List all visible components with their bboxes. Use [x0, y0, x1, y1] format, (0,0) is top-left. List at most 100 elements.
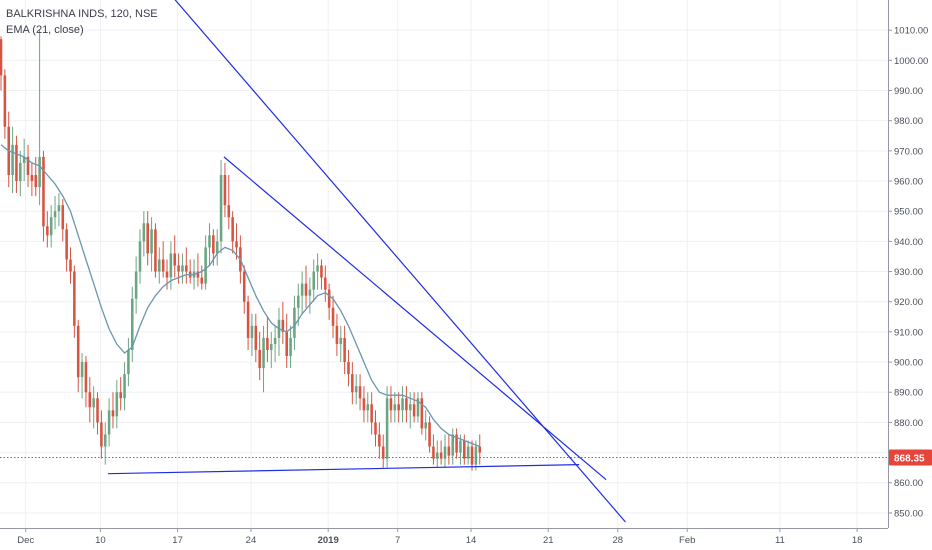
candle-body[interactable]	[258, 349, 261, 369]
candle-body[interactable]	[227, 205, 231, 218]
candle-body[interactable]	[185, 265, 188, 272]
candle-body[interactable]	[455, 434, 458, 453]
candle-body[interactable]	[119, 392, 122, 399]
candle-body[interactable]	[405, 398, 408, 411]
candle-body[interactable]	[324, 277, 327, 290]
candle-body[interactable]	[49, 217, 53, 236]
candle-body[interactable]	[362, 398, 366, 411]
candle-body[interactable]	[439, 452, 443, 459]
candle-body[interactable]	[316, 265, 319, 272]
candle-body[interactable]	[420, 398, 424, 429]
candle-body[interactable]	[474, 446, 478, 465]
candle-body[interactable]	[100, 422, 103, 447]
candle-body[interactable]	[331, 307, 335, 326]
candle-body[interactable]	[138, 241, 142, 272]
candle-body[interactable]	[22, 156, 26, 163]
candle-body[interactable]	[358, 386, 362, 399]
candle-body[interactable]	[158, 259, 161, 272]
candle-body[interactable]	[285, 331, 288, 357]
candle-body[interactable]	[470, 446, 474, 465]
candle-body[interactable]	[428, 422, 431, 447]
candle-body[interactable]	[351, 374, 354, 393]
candle-body[interactable]	[447, 446, 451, 456]
candle-body[interactable]	[478, 446, 482, 453]
candle-body[interactable]	[181, 265, 184, 272]
candle-body[interactable]	[107, 410, 111, 435]
candle-body[interactable]	[169, 253, 173, 278]
candle-body[interactable]	[312, 271, 316, 290]
candle-body[interactable]	[393, 404, 397, 411]
candle-body[interactable]	[42, 156, 45, 227]
candle-body[interactable]	[96, 398, 99, 423]
candle-body[interactable]	[73, 271, 76, 326]
candle-body[interactable]	[354, 386, 358, 393]
trendline[interactable]	[154, 0, 626, 523]
candle-body[interactable]	[335, 325, 339, 344]
candle-body[interactable]	[385, 398, 389, 459]
candle-body[interactable]	[304, 283, 308, 296]
candle-body[interactable]	[103, 434, 107, 447]
candle-body[interactable]	[242, 271, 246, 302]
candle-body[interactable]	[61, 205, 65, 230]
candle-body[interactable]	[123, 374, 126, 399]
candle-body[interactable]	[15, 144, 18, 182]
candle-body[interactable]	[65, 229, 68, 260]
candle-body[interactable]	[34, 174, 38, 188]
candle-body[interactable]	[401, 398, 404, 411]
candle-body[interactable]	[196, 271, 200, 278]
candle-body[interactable]	[219, 174, 223, 242]
candle-body[interactable]	[19, 162, 22, 182]
candle-body[interactable]	[0, 39, 3, 76]
candle-body[interactable]	[269, 343, 273, 350]
candle-body[interactable]	[320, 265, 323, 278]
candle-body[interactable]	[212, 235, 215, 254]
candle-body[interactable]	[300, 283, 304, 296]
candle-body[interactable]	[451, 434, 455, 456]
trendline[interactable]	[108, 464, 580, 475]
candle-body[interactable]	[339, 337, 343, 344]
candle-body[interactable]	[57, 205, 61, 212]
candle-body[interactable]	[235, 241, 238, 248]
candle-body[interactable]	[347, 362, 350, 375]
candle-body[interactable]	[142, 223, 146, 242]
candle-body[interactable]	[231, 217, 234, 242]
candle-body[interactable]	[3, 75, 7, 127]
candle-body[interactable]	[88, 392, 92, 408]
candle-body[interactable]	[374, 422, 377, 435]
candle-body[interactable]	[69, 259, 72, 272]
symbol-title[interactable]: BALKRISHNA INDS, 120, NSE	[6, 8, 158, 20]
candle-body[interactable]	[127, 349, 130, 375]
candle-body[interactable]	[297, 295, 300, 308]
candle-body[interactable]	[173, 253, 177, 266]
candle-body[interactable]	[46, 226, 49, 236]
candle-body[interactable]	[30, 174, 34, 182]
candle-body[interactable]	[432, 446, 435, 459]
candle-body[interactable]	[343, 337, 346, 363]
ema-line[interactable]	[0, 144, 480, 448]
candle-body[interactable]	[111, 410, 115, 417]
candle-body[interactable]	[208, 235, 211, 248]
candle-body[interactable]	[412, 404, 416, 417]
candle-body[interactable]	[115, 392, 119, 417]
candle-body[interactable]	[38, 156, 41, 188]
candle-body[interactable]	[150, 229, 153, 254]
candle-body[interactable]	[204, 247, 207, 284]
candle-body[interactable]	[281, 319, 285, 332]
candle-body[interactable]	[408, 404, 412, 411]
candle-body[interactable]	[389, 398, 393, 411]
candle-body[interactable]	[463, 440, 466, 459]
candle-body[interactable]	[80, 362, 84, 378]
candle-body[interactable]	[262, 337, 265, 369]
candle-body[interactable]	[134, 271, 138, 299]
candle-body[interactable]	[293, 307, 296, 338]
candle-body[interactable]	[366, 404, 370, 411]
candle-body[interactable]	[327, 289, 331, 308]
candle-body[interactable]	[146, 223, 149, 254]
candle-body[interactable]	[443, 446, 447, 459]
candle-body[interactable]	[435, 452, 439, 459]
candle-body[interactable]	[466, 446, 470, 459]
candle-body[interactable]	[273, 337, 277, 344]
candle-body[interactable]	[424, 422, 427, 429]
candle-body[interactable]	[370, 404, 373, 423]
